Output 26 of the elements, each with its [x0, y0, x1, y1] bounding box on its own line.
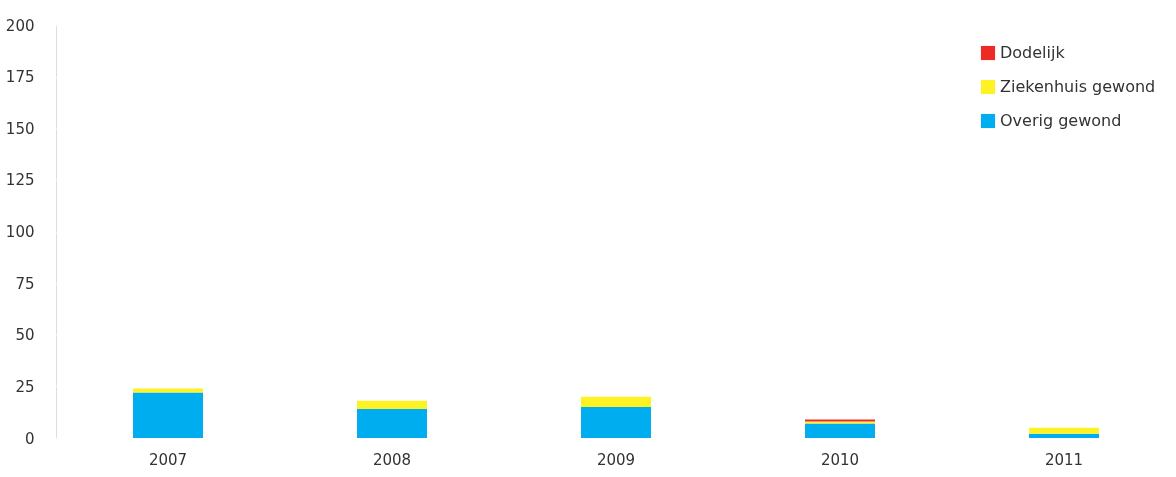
- bar: [1029, 433, 1099, 438]
- y-tick-label: 75: [15, 274, 35, 293]
- bar: [357, 409, 427, 438]
- y-tick-label: 0: [24, 429, 35, 448]
- y-tick-label: 125: [5, 171, 35, 190]
- bar: [357, 400, 427, 410]
- x-tick-label: 2011: [1044, 450, 1084, 469]
- y-tick-label: 200: [5, 16, 35, 35]
- x-tick-label: 2009: [596, 450, 636, 469]
- legend-label: Ziekenhuis gewond: [1000, 77, 1156, 96]
- y-tick-label: 25: [15, 377, 35, 396]
- bar: [133, 388, 203, 393]
- legend-label: Overig gewond: [1000, 111, 1122, 130]
- bar: [581, 396, 651, 408]
- x-tick-label: 2007: [148, 450, 188, 469]
- legend-label: Dodelijk: [1000, 43, 1066, 62]
- x-tick-label: 2010: [820, 450, 860, 469]
- x-tick-label: 2008: [372, 450, 412, 469]
- y-tick-label: 50: [15, 326, 35, 345]
- y-tick-label: 100: [5, 223, 35, 241]
- y-tick-label: 150: [5, 119, 35, 138]
- bar: [133, 392, 203, 438]
- bar: [1029, 427, 1099, 434]
- bar: [805, 423, 875, 438]
- bar: [581, 407, 651, 438]
- y-tick-label: 175: [5, 68, 35, 87]
